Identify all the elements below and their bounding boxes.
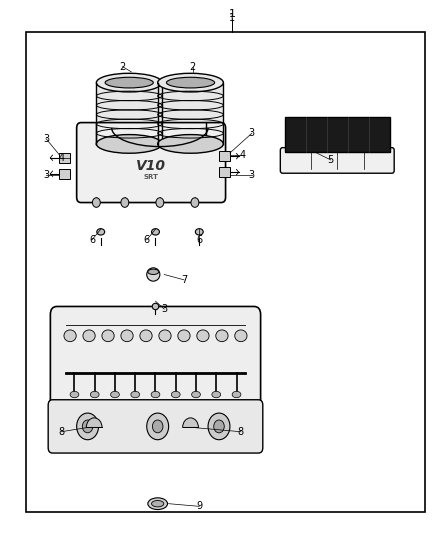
Bar — [96, 83, 162, 144]
Text: 5: 5 — [328, 155, 334, 165]
Wedge shape — [183, 418, 198, 427]
Ellipse shape — [110, 391, 119, 398]
Ellipse shape — [191, 198, 199, 207]
Text: 4: 4 — [240, 150, 246, 159]
Text: 2: 2 — [120, 62, 126, 71]
Text: 6: 6 — [196, 235, 202, 245]
Bar — [26, 32, 425, 512]
Ellipse shape — [131, 391, 140, 398]
Ellipse shape — [197, 330, 209, 342]
Text: SRT: SRT — [144, 174, 159, 180]
Ellipse shape — [97, 229, 105, 235]
Text: 3: 3 — [43, 134, 49, 143]
Ellipse shape — [92, 198, 100, 207]
Text: 7: 7 — [181, 275, 187, 285]
Ellipse shape — [148, 498, 167, 510]
Bar — [96, 123, 206, 144]
Ellipse shape — [216, 330, 228, 342]
Ellipse shape — [166, 77, 215, 88]
Text: 3: 3 — [161, 304, 167, 314]
Ellipse shape — [178, 330, 190, 342]
Circle shape — [152, 420, 163, 433]
Ellipse shape — [152, 229, 159, 235]
Text: 3: 3 — [43, 170, 49, 180]
Ellipse shape — [102, 330, 114, 342]
Bar — [158, 83, 223, 144]
Wedge shape — [86, 418, 102, 427]
Ellipse shape — [121, 198, 129, 207]
Text: 8: 8 — [58, 427, 64, 437]
Text: 6: 6 — [144, 235, 150, 245]
Ellipse shape — [121, 330, 133, 342]
Ellipse shape — [212, 391, 221, 398]
Ellipse shape — [83, 330, 95, 342]
Ellipse shape — [152, 303, 159, 310]
Circle shape — [77, 413, 99, 440]
Text: 4: 4 — [58, 154, 64, 163]
FancyBboxPatch shape — [280, 148, 394, 173]
Circle shape — [147, 413, 169, 440]
Text: 1: 1 — [229, 13, 235, 22]
Bar — [219, 151, 230, 161]
Circle shape — [214, 420, 224, 433]
FancyBboxPatch shape — [77, 123, 226, 203]
Ellipse shape — [152, 500, 164, 507]
Ellipse shape — [232, 391, 241, 398]
Ellipse shape — [96, 135, 162, 154]
Ellipse shape — [158, 135, 223, 154]
Ellipse shape — [151, 391, 160, 398]
Ellipse shape — [64, 330, 76, 342]
Text: 1: 1 — [229, 9, 236, 19]
Circle shape — [208, 413, 230, 440]
Text: 9: 9 — [196, 502, 202, 511]
Bar — [285, 117, 390, 152]
Bar — [59, 169, 70, 179]
Text: 3: 3 — [249, 128, 255, 138]
Ellipse shape — [192, 391, 200, 398]
Ellipse shape — [70, 391, 79, 398]
Bar — [59, 153, 70, 163]
Ellipse shape — [140, 330, 152, 342]
Ellipse shape — [171, 391, 180, 398]
Ellipse shape — [96, 73, 162, 92]
Bar — [219, 167, 230, 177]
FancyBboxPatch shape — [50, 306, 261, 424]
Ellipse shape — [159, 330, 171, 342]
FancyBboxPatch shape — [48, 400, 263, 453]
Ellipse shape — [195, 229, 203, 235]
Text: V10: V10 — [136, 159, 166, 173]
Text: 6: 6 — [89, 235, 95, 245]
Ellipse shape — [235, 330, 247, 342]
Text: 8: 8 — [238, 427, 244, 437]
Ellipse shape — [156, 198, 164, 207]
Text: 3: 3 — [249, 170, 255, 180]
Ellipse shape — [105, 77, 153, 88]
Ellipse shape — [147, 268, 160, 281]
Ellipse shape — [158, 73, 223, 92]
Ellipse shape — [90, 391, 99, 398]
Text: 2: 2 — [190, 62, 196, 71]
Circle shape — [82, 420, 93, 433]
Ellipse shape — [148, 269, 159, 274]
